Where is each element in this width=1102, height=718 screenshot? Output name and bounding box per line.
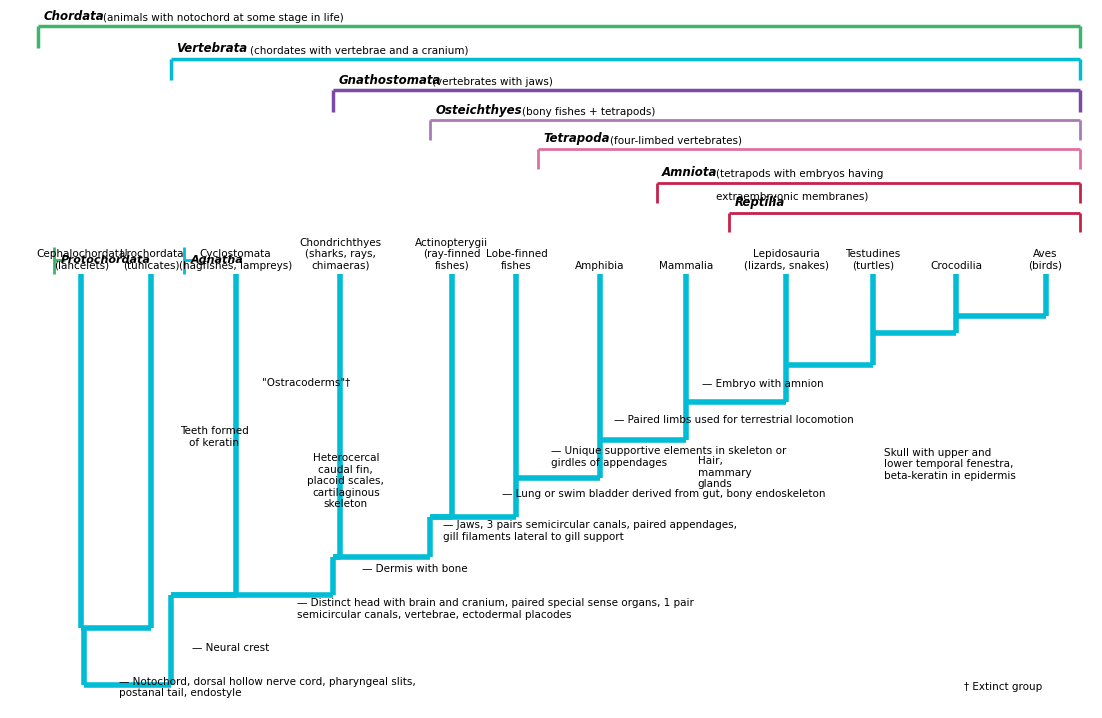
Text: Urochordata
(tunicates): Urochordata (tunicates) [119,249,184,271]
Text: Agnatha: Agnatha [191,255,244,265]
Text: — Notochord, dorsal hollow nerve cord, pharyngeal slits,
postanal tail, endostyl: — Notochord, dorsal hollow nerve cord, p… [119,676,415,698]
Text: "Ostracoderms"†: "Ostracoderms"† [261,377,349,387]
Text: (tetrapods with embryos having: (tetrapods with embryos having [715,169,883,180]
Text: Reptilia: Reptilia [735,196,785,209]
Text: — Paired limbs used for terrestrial locomotion: — Paired limbs used for terrestrial loco… [614,415,853,425]
Text: (vertebrates with jaws): (vertebrates with jaws) [432,77,552,87]
Text: Lobe-finned
fishes: Lobe-finned fishes [486,249,548,271]
Text: † Extinct group: † Extinct group [963,682,1041,692]
Text: Gnathostomata: Gnathostomata [338,74,441,87]
Text: Testudines
(turtles): Testudines (turtles) [845,249,900,271]
Text: (animals with notochord at some stage in life): (animals with notochord at some stage in… [104,13,344,23]
Text: — Jaws, 3 pairs semicircular canals, paired appendages,
gill filaments lateral t: — Jaws, 3 pairs semicircular canals, pai… [443,521,737,542]
Text: — Distinct head with brain and cranium, paired special sense organs, 1 pair
semi: — Distinct head with brain and cranium, … [298,598,694,620]
Text: Teeth formed
of keratin: Teeth formed of keratin [180,426,248,448]
Text: Hair,
mammary
glands: Hair, mammary glands [698,456,752,490]
Text: Osteichthyes: Osteichthyes [435,103,522,116]
Text: Lepidosauria
(lizards, snakes): Lepidosauria (lizards, snakes) [744,249,829,271]
Text: Cyclostomata
(hagfishes, lampreys): Cyclostomata (hagfishes, lampreys) [179,249,292,271]
Text: — Neural crest: — Neural crest [193,643,270,653]
Text: Crocodilia: Crocodilia [930,261,982,271]
Text: Mammalia: Mammalia [659,261,713,271]
Text: Amphibia: Amphibia [575,261,625,271]
Text: (four-limbed vertebrates): (four-limbed vertebrates) [611,135,742,145]
Text: (bony fishes + tetrapods): (bony fishes + tetrapods) [522,106,656,116]
Text: Chondrichthyes
(sharks, rays,
chimaeras): Chondrichthyes (sharks, rays, chimaeras) [300,238,381,271]
Text: Cephalochordata
(lancelets): Cephalochordata (lancelets) [36,249,126,271]
Text: Tetrapoda: Tetrapoda [543,132,609,145]
Text: Actinopterygii
(ray-finned
fishes): Actinopterygii (ray-finned fishes) [415,238,488,271]
Text: Aves
(birds): Aves (birds) [1028,249,1062,271]
Text: Amniota: Amniota [662,166,717,180]
Text: Protochordata: Protochordata [61,255,151,265]
Text: Vertebrata: Vertebrata [176,42,247,55]
Text: Heterocercal
caudal fin,
placoid scales,
cartilaginous
skeleton: Heterocercal caudal fin, placoid scales,… [307,453,385,510]
Text: — Dermis with bone: — Dermis with bone [361,564,467,574]
Text: — Lung or swim bladder derived from gut, bony endoskeleton: — Lung or swim bladder derived from gut,… [503,489,825,499]
Text: — Unique supportive elements in skeleton or
girdles of appendages: — Unique supportive elements in skeleton… [551,447,787,468]
Text: (chordates with vertebrae and a cranium): (chordates with vertebrae and a cranium) [250,45,468,55]
Text: Chordata: Chordata [43,10,104,23]
Text: — Embryo with amnion: — Embryo with amnion [702,379,824,389]
Text: extraembryonic membranes): extraembryonic membranes) [715,192,868,202]
Text: Skull with upper and
lower temporal fenestra,
beta-keratin in epidermis: Skull with upper and lower temporal fene… [884,447,1016,481]
